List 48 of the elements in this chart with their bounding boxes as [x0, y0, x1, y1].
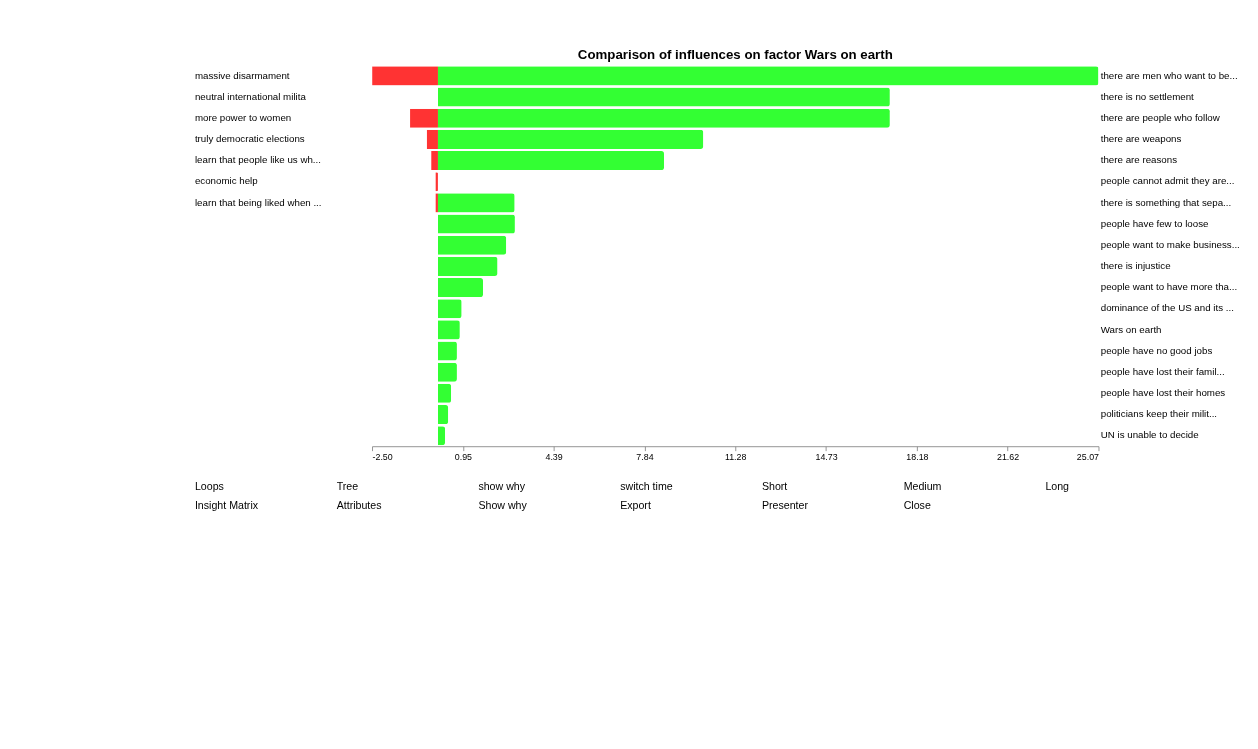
x-tick-label: 0.95 — [454, 451, 473, 462]
x-tick-label: 18.18 — [906, 451, 929, 462]
text: learn that people like us wh... — [194, 154, 321, 166]
y-tick-label: there is something that sepa... — [1100, 196, 1232, 208]
text: Presenter — [761, 499, 809, 512]
text: Attributes — [336, 499, 382, 512]
x-tick-label: 7.84 — [636, 451, 654, 462]
text: Medium — [903, 479, 942, 492]
text: show why — [478, 479, 526, 492]
y-tick-label: there are people who follow — [1100, 111, 1221, 123]
text: Tree — [336, 479, 359, 492]
text: more power to women — [194, 111, 292, 123]
y-tick-label: politicians keep their milit... — [1100, 408, 1218, 420]
text: massive disarmament — [194, 69, 290, 81]
x-tick-label: 14.73 — [815, 451, 838, 462]
y-tick-label: people have no good jobs — [1100, 344, 1213, 356]
y-tick-label: there is no settlement — [1100, 90, 1195, 102]
x-tick-label: -2.50 — [372, 451, 393, 462]
chart-title: Comparison of influences on factor Wars on earth — [577, 47, 893, 63]
y-tick-label: people cannot admit they are... — [1100, 175, 1235, 187]
x-tick-label: 4.39 — [545, 451, 563, 462]
y-tick-label: people want to make business... — [1100, 238, 1240, 250]
text: Close — [903, 499, 931, 512]
y-tick-label: people want to have more tha... — [1100, 281, 1238, 293]
x-tick-label: 11.28 — [724, 451, 747, 462]
y-tick-label: dominance of the US and its ... — [1100, 302, 1234, 314]
text: Short — [761, 479, 788, 492]
text: Loops — [194, 479, 224, 492]
y-tick-label: Wars on earth — [1100, 323, 1162, 335]
text: Show why — [478, 499, 528, 512]
text: economic help — [194, 175, 258, 187]
x-tick-label: 21.62 — [997, 451, 1020, 462]
y-tick-label: there are reasons — [1100, 154, 1178, 166]
text: neutral international milita — [194, 90, 307, 102]
text: Export — [620, 499, 651, 512]
y-tick-label: people have few to loose — [1100, 217, 1209, 229]
text: truly democratic elections — [194, 133, 305, 145]
y-tick-label: UN is unable to decide — [1100, 429, 1199, 441]
text: Long — [1045, 479, 1070, 492]
text: Insight Matrix — [194, 499, 259, 512]
text: learn that being liked when ... — [194, 196, 322, 208]
y-tick-label: there is injustice — [1100, 260, 1171, 272]
y-tick-label: people have lost their famil... — [1100, 365, 1225, 377]
text: switch time — [620, 479, 673, 492]
y-tick-label: there are weapons — [1100, 133, 1182, 145]
y-tick-label: there are men who want to be... — [1100, 69, 1238, 81]
x-tick-label: 25.07 — [1076, 451, 1100, 462]
y-tick-label: people have lost their homes — [1100, 387, 1226, 399]
